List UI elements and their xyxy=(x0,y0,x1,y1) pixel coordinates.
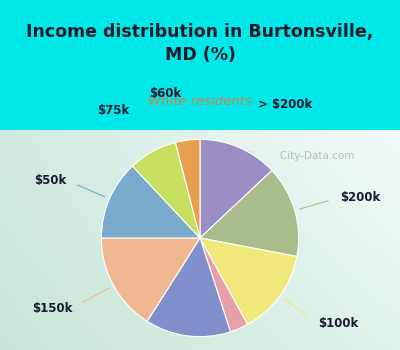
Text: White residents: White residents xyxy=(148,94,252,107)
Text: $150k: $150k xyxy=(32,302,72,315)
Wedge shape xyxy=(200,139,272,238)
Text: Income distribution in Burtonsville,
MD (%): Income distribution in Burtonsville, MD … xyxy=(26,23,374,63)
Wedge shape xyxy=(200,238,248,332)
Text: $50k: $50k xyxy=(34,174,66,187)
Wedge shape xyxy=(200,170,299,257)
Wedge shape xyxy=(101,166,200,238)
Text: ①: ① xyxy=(246,151,254,161)
Text: $100k: $100k xyxy=(318,317,358,330)
Wedge shape xyxy=(200,238,297,324)
Text: $75k: $75k xyxy=(98,104,130,117)
Text: $200k: $200k xyxy=(340,191,380,204)
Wedge shape xyxy=(147,238,230,337)
Text: City-Data.com: City-Data.com xyxy=(270,151,354,161)
Text: > $200k: > $200k xyxy=(258,98,312,111)
Text: $60k: $60k xyxy=(150,87,182,100)
Wedge shape xyxy=(101,238,200,321)
Wedge shape xyxy=(176,139,200,238)
Wedge shape xyxy=(132,142,200,238)
